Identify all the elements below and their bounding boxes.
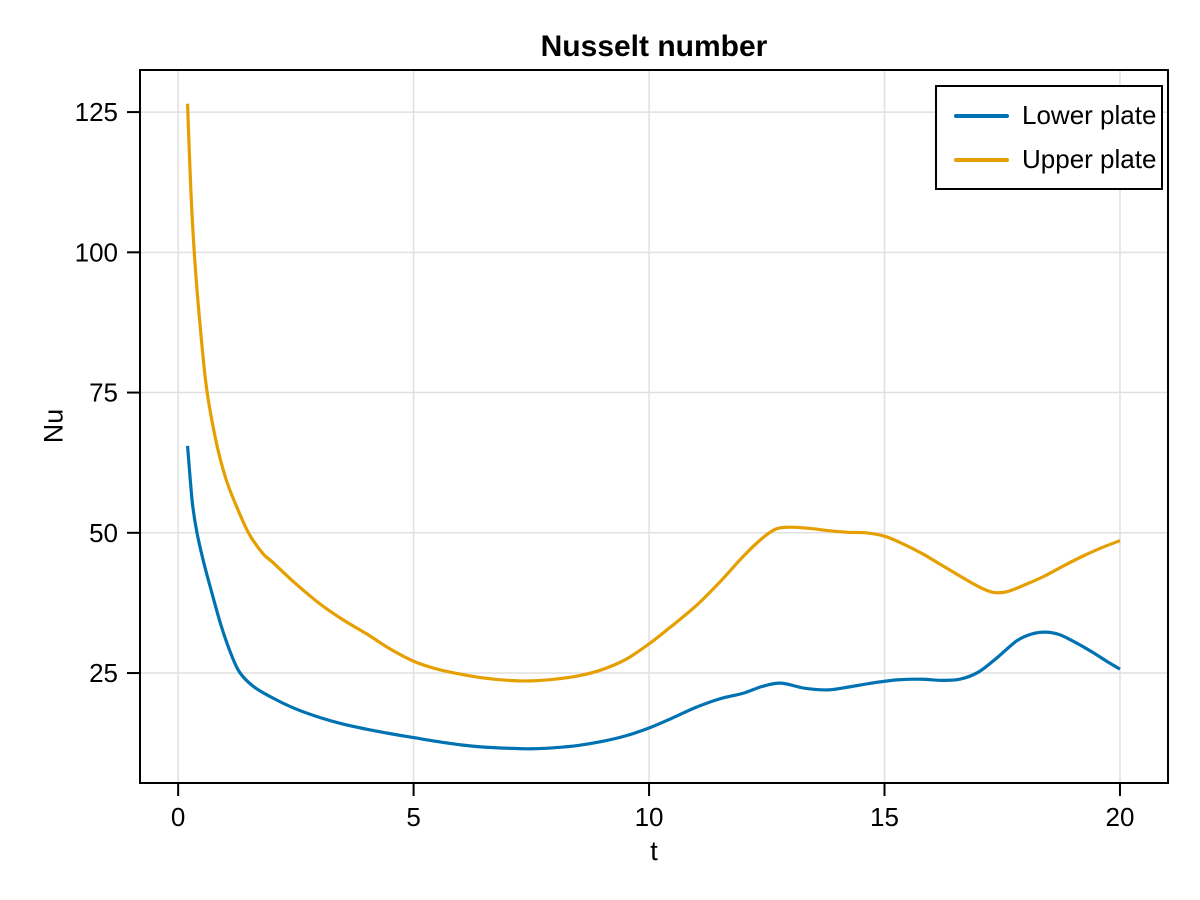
x-tick-label: 20 bbox=[1106, 802, 1135, 832]
legend-entry-upper-plate: Upper plate bbox=[954, 144, 1161, 175]
y-tick-label: 75 bbox=[89, 378, 118, 408]
series-line-upper-plate bbox=[185, 103, 1121, 683]
lower-plate-line-swatch bbox=[954, 113, 1009, 118]
upper-plate-line-swatch bbox=[954, 157, 1009, 162]
x-tick-label: 10 bbox=[635, 802, 664, 832]
legend-entry-lower-plate: Lower plate bbox=[954, 100, 1161, 131]
y-axis-label: Nu bbox=[38, 408, 69, 444]
y-tick-label: 100 bbox=[75, 237, 118, 267]
legend-label: Lower plate bbox=[1022, 100, 1157, 130]
legend-box: Lower plate Upper plate bbox=[935, 85, 1163, 190]
chart-title: Nusselt number bbox=[540, 30, 768, 63]
plot-spines bbox=[139, 69, 1169, 784]
y-tick-label: 50 bbox=[89, 518, 118, 548]
series-line-lower-plate bbox=[185, 445, 1121, 751]
x-tick-label: 0 bbox=[171, 802, 185, 832]
x-tick-label: 5 bbox=[406, 802, 420, 832]
y-tick-label: 25 bbox=[89, 658, 118, 688]
legend-label: Upper plate bbox=[1022, 144, 1157, 174]
x-axis-label: t bbox=[650, 836, 658, 866]
x-tick-label: 15 bbox=[870, 802, 899, 832]
y-tick-label: 125 bbox=[75, 97, 118, 127]
